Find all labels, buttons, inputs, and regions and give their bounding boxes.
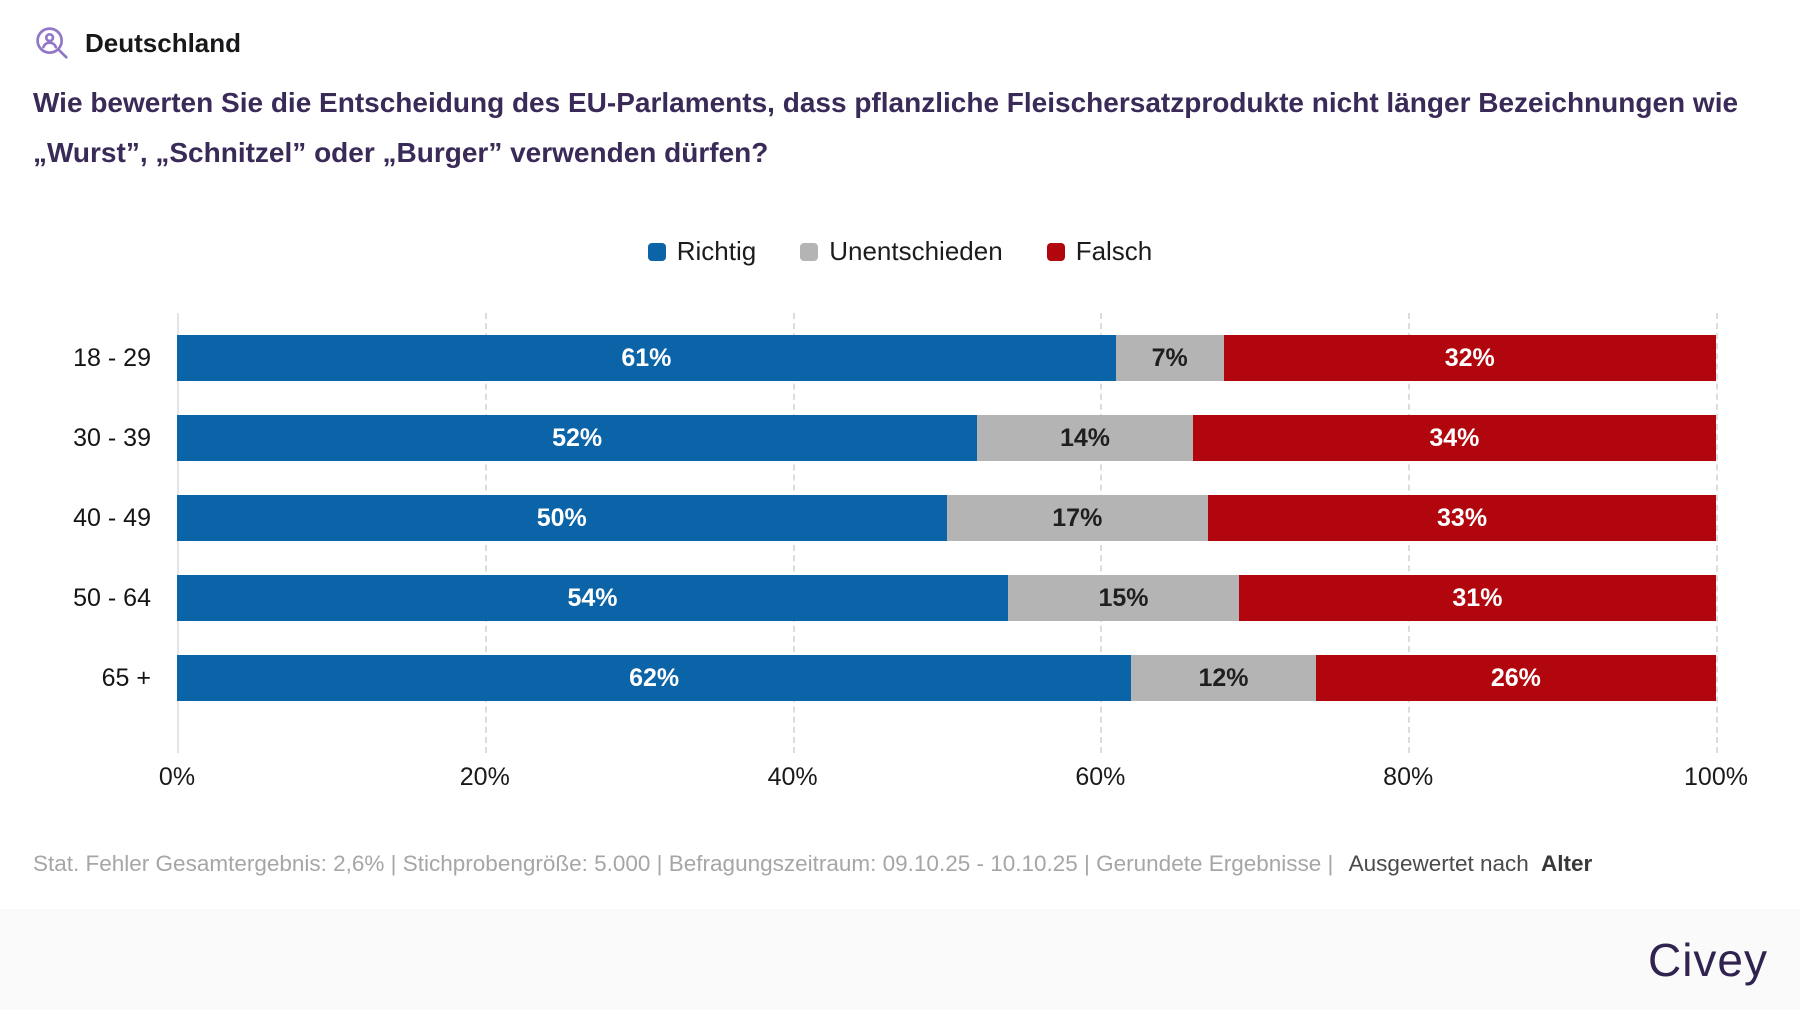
segment-value: 52%	[552, 423, 603, 452]
segment-value: 12%	[1198, 663, 1249, 692]
legend-swatch-icon	[800, 242, 819, 261]
axis-tick-label: 60%	[1075, 763, 1126, 791]
segment-value: 26%	[1490, 663, 1541, 692]
category-label: 30 - 39	[73, 423, 151, 452]
legend-label: Unentschieden	[829, 236, 1003, 266]
category-label: 40 - 49	[73, 503, 151, 532]
brand-band: Civey	[0, 909, 1800, 1010]
stacked-bar-chart: 18 - 29 61% 7% 32% 30 - 39 52% 14% 34% 40 - 49 50…	[33, 313, 1748, 801]
poll-question-title: Wie bewerten Sie die Entscheidung des EU…	[33, 78, 1767, 178]
segment-unentschieden[interactable]: 12%	[1131, 655, 1316, 701]
segment-richtig[interactable]: 52%	[177, 415, 978, 461]
bar-row: 30 - 39 52% 14% 34%	[33, 415, 1716, 461]
segment-value: 62%	[629, 663, 680, 692]
plot-area: 18 - 29 61% 7% 32% 30 - 39 52% 14% 34% 40 - 49 50…	[33, 313, 1718, 753]
segment-value: 54%	[567, 583, 618, 612]
segment-value: 17%	[1052, 503, 1103, 532]
person-search-icon	[33, 24, 71, 62]
bar-row: 18 - 29 61% 7% 32%	[33, 335, 1716, 381]
title-line-1: Wie bewerten Sie die Entscheidung des EU…	[33, 87, 1739, 118]
legend-item-unentschieden[interactable]: Unentschieden	[800, 236, 1003, 267]
stacked-bar: 62% 12% 26%	[177, 655, 1716, 701]
bar-row: 50 - 64 54% 15% 31%	[33, 575, 1716, 621]
segment-value: 33%	[1437, 503, 1488, 532]
survey-footnote: Stat. Fehler Gesamtergebnis: 2,6% | Stic…	[33, 851, 1767, 877]
stacked-bar: 50% 17% 33%	[177, 495, 1716, 541]
segment-falsch[interactable]: 33%	[1208, 495, 1716, 541]
region-label: Deutschland	[85, 27, 242, 58]
segment-falsch[interactable]: 32%	[1223, 335, 1716, 381]
segment-value: 34%	[1429, 423, 1480, 452]
category-label: 50 - 64	[73, 583, 151, 612]
segment-value: 7%	[1151, 343, 1188, 372]
region-row: Deutschland	[0, 0, 1800, 62]
bar-row: 65 + 62% 12% 26%	[33, 655, 1716, 701]
stacked-bar: 54% 15% 31%	[177, 575, 1716, 621]
segment-richtig[interactable]: 62%	[177, 655, 1132, 701]
segment-value: 32%	[1444, 343, 1495, 372]
axis-tick-label: 20%	[459, 763, 510, 791]
segment-value: 14%	[1059, 423, 1111, 452]
footnote-analysis-label: Ausgewertet nach	[1348, 851, 1529, 876]
category-label: 65 +	[101, 663, 151, 692]
segment-value: 50%	[536, 503, 587, 532]
segment-falsch[interactable]: 34%	[1192, 415, 1716, 461]
stacked-bar: 61% 7% 32%	[177, 335, 1716, 381]
legend-item-falsch[interactable]: Falsch	[1046, 236, 1153, 267]
civey-logo[interactable]: Civey	[1647, 933, 1768, 986]
bar-rows: 18 - 29 61% 7% 32% 30 - 39 52% 14% 34% 40 - 49 50…	[33, 335, 1716, 701]
footnote-analysis-value: Alter	[1541, 851, 1593, 876]
axis-tick-label: 100%	[1684, 763, 1748, 791]
legend-swatch-icon	[647, 242, 666, 261]
legend-item-richtig[interactable]: Richtig	[647, 236, 757, 267]
segment-richtig[interactable]: 54%	[177, 575, 1009, 621]
axis-tick-label: 80%	[1383, 763, 1434, 791]
chart-legend: Richtig Unentschieden Falsch	[0, 236, 1800, 267]
x-axis: 0% 20% 40% 60% 80% 100%	[159, 753, 1748, 801]
segment-unentschieden[interactable]: 7%	[1115, 335, 1224, 381]
stacked-bar: 52% 14% 34%	[177, 415, 1716, 461]
axis-tick-label: 0%	[158, 763, 196, 791]
legend-swatch-icon	[1046, 242, 1065, 261]
bar-row: 40 - 49 50% 17% 33%	[33, 495, 1716, 541]
legend-label: Falsch	[1075, 236, 1153, 266]
segment-value: 61%	[621, 343, 672, 372]
segment-richtig[interactable]: 50%	[177, 495, 947, 541]
axis-tick-label: 40%	[767, 763, 818, 791]
segment-value: 15%	[1098, 583, 1149, 612]
segment-falsch[interactable]: 31%	[1238, 575, 1716, 621]
segment-richtig[interactable]: 61%	[177, 335, 1116, 381]
segment-unentschieden[interactable]: 15%	[1008, 575, 1239, 621]
segment-unentschieden[interactable]: 14%	[977, 415, 1193, 461]
segment-falsch[interactable]: 26%	[1315, 655, 1716, 701]
footnote-meta: Stat. Fehler Gesamtergebnis: 2,6% | Stic…	[33, 851, 1334, 876]
segment-unentschieden[interactable]: 17%	[946, 495, 1209, 541]
title-line-2: „Wurst”, „Schnitzel” oder „Burger” verwe…	[33, 137, 769, 168]
legend-label: Richtig	[676, 236, 757, 266]
segment-value: 31%	[1452, 583, 1503, 612]
gridline	[1716, 313, 1718, 753]
category-label: 18 - 29	[73, 343, 151, 372]
